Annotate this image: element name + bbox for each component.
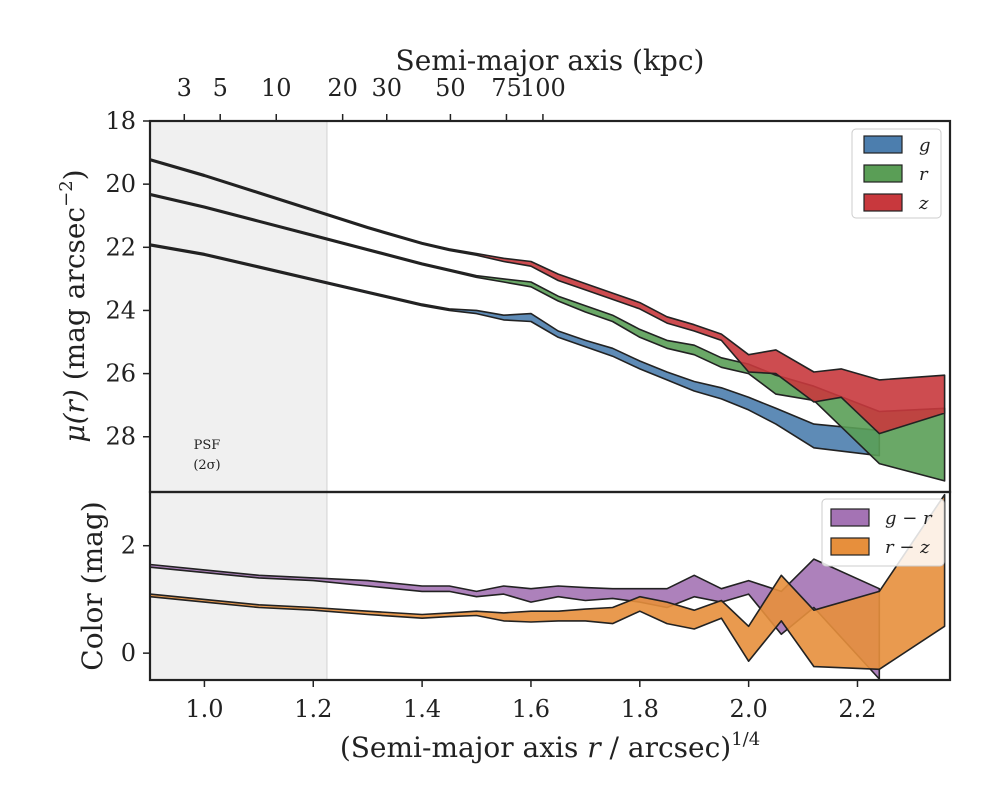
x-tick-label-5: 2.0 [730, 695, 768, 723]
x-axis-title-var: r [587, 731, 602, 764]
psf-region-top [150, 121, 327, 492]
legend-top-label-2: z [918, 193, 929, 214]
top-tick-label-7: 100 [520, 74, 566, 102]
top-y-axis-var: (r) [58, 389, 91, 424]
bottom-panel-frame [148, 490, 952, 682]
x-tick-label-3: 1.6 [512, 695, 550, 723]
bottom-band-1 [149, 493, 946, 671]
top-y-axis-close: ) [58, 169, 91, 180]
psf-region-bottom [150, 492, 327, 680]
top-tick-label-3: 20 [327, 74, 358, 102]
legend-bottom-items: g − r r − z [830, 508, 933, 558]
bottom-y-axis-title: Color (mag) [76, 501, 109, 670]
top-tick-label-4: 30 [371, 74, 402, 102]
psf-label-line2: (2σ) [193, 458, 220, 473]
top-panel-bands [149, 158, 946, 482]
bottom-y-tick-label-0: 0 [121, 639, 136, 667]
x-axis-title-exp: 1/4 [731, 729, 760, 750]
axis-ticks: 1.0 1.2 1.4 1.6 1.8 2.0 2.23 5 10 20 30 50 751001820… [105, 74, 876, 723]
top-y-axis-title: μ(r) (mag arcsec−2) [56, 169, 91, 442]
top-tick-label-0: 3 [177, 74, 192, 102]
bottom-y-tick-label-1: 2 [121, 532, 136, 560]
top-tick-label-1: 5 [213, 74, 228, 102]
legend-top-label-0: g [919, 135, 931, 156]
x-tick-label-2: 1.4 [403, 695, 441, 723]
top-y-tick-label-3: 24 [105, 296, 136, 324]
top-tick-label-5: 50 [435, 74, 466, 102]
legend-bottom-swatch-1 [830, 537, 870, 556]
top-axis-title: Semi-major axis (kpc) [396, 44, 705, 77]
top-y-axis-exp: −2 [56, 180, 77, 207]
legend-top-items: grz [863, 135, 931, 214]
legend-top-label-1: r [919, 164, 929, 185]
x-tick-label-4: 1.8 [621, 695, 659, 723]
top-tick-label-6: 75 [491, 74, 522, 102]
legend-bottom-label-1: r − z [885, 537, 930, 558]
top-y-axis-sym: μ [58, 424, 91, 442]
legend-top-swatch-0 [863, 135, 903, 154]
top-y-tick-label-5: 28 [105, 423, 136, 451]
top-y-tick-label-4: 26 [105, 360, 136, 388]
top-y-axis-unit: (mag arcsec [58, 207, 91, 389]
x-axis-title-unit: / arcsec) [601, 731, 732, 764]
top-y-tick-label-0: 18 [105, 107, 136, 135]
legend-top-swatch-2 [863, 193, 903, 212]
x-axis-title: (Semi-major axis r / arcsec)1/4 [340, 729, 760, 764]
x-tick-label-1: 1.2 [294, 695, 332, 723]
x-tick-label-6: 2.2 [838, 695, 876, 723]
legend-bottom-swatch-0 [830, 508, 870, 527]
x-axis-title-main: (Semi-major axis [340, 731, 587, 764]
top-tick-label-2: 10 [261, 74, 292, 102]
legend-top-swatch-1 [863, 164, 903, 183]
top-y-tick-label-1: 20 [105, 170, 136, 198]
legend-bottom-label-0: g − r [885, 508, 933, 529]
legend-bottom: g − r r − z [821, 498, 945, 567]
top-band-2 [149, 158, 946, 435]
x-tick-label-0: 1.0 [185, 695, 223, 723]
psf-label-line1: PSF [194, 438, 221, 453]
legend-top: grz [851, 128, 942, 219]
top-y-tick-label-2: 22 [105, 233, 136, 261]
